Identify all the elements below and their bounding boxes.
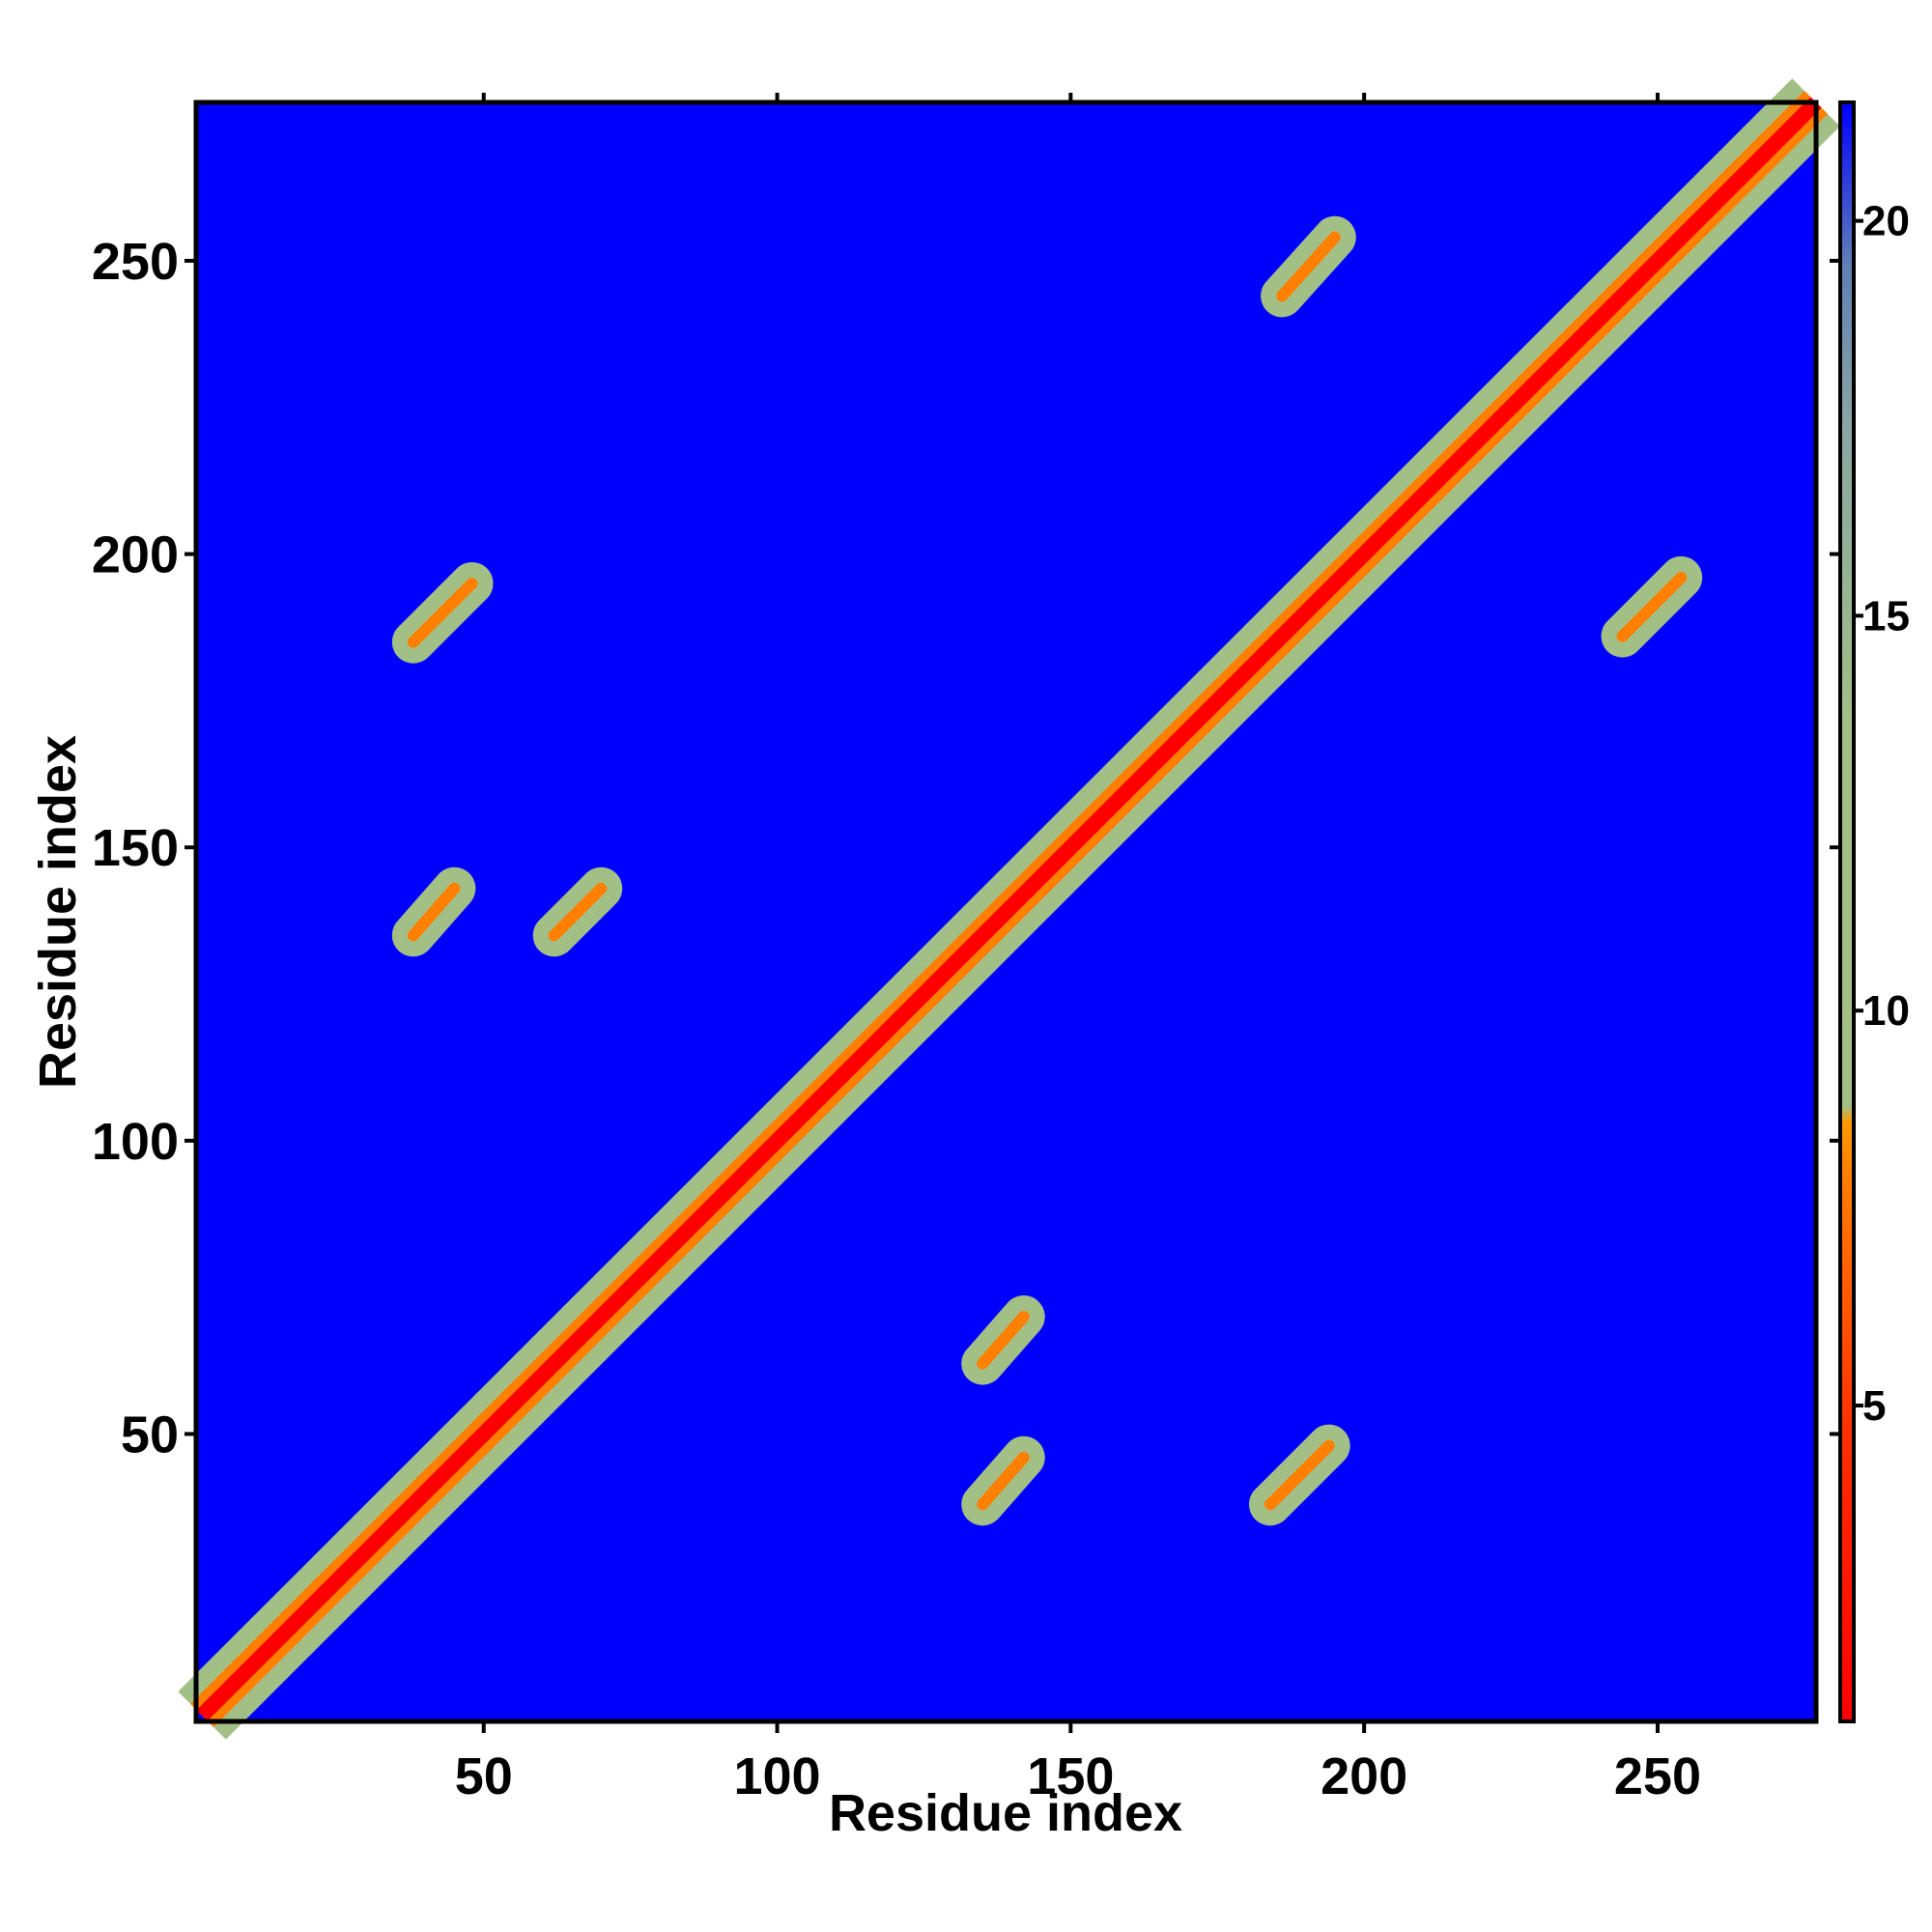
plot-frame [193, 99, 1819, 1724]
y-axis-ticks: 50 100 150 200 250 [92, 233, 196, 1463]
x-tick-label: 150 [1027, 1747, 1114, 1805]
colorbar-ticks: 5 10 15 20 [1830, 198, 1910, 1436]
x-axis-ticks: 50 100 150 200 250 [455, 93, 1701, 1805]
colorbar-gradient [1840, 102, 1854, 1721]
contact-band [1264, 1439, 1335, 1511]
y-tick-label: 50 [121, 1406, 179, 1463]
colorbar: 5 10 15 20 [1830, 100, 1910, 1723]
x-tick-label: 250 [1614, 1747, 1701, 1805]
contact-map-heatmap [178, 78, 1840, 1740]
contact-band [1616, 571, 1688, 642]
x-tick-label: 100 [733, 1747, 820, 1805]
colorbar-frame [1838, 100, 1856, 1723]
y-tick-label: 150 [92, 819, 179, 877]
y-tick-label: 100 [92, 1113, 179, 1171]
x-tick-label: 50 [455, 1747, 513, 1805]
contact-band [977, 1311, 1030, 1370]
contact-band [1276, 231, 1341, 302]
colorbar-tick-label: 5 [1862, 1382, 1886, 1430]
contact-band [407, 577, 478, 648]
diagonal-band-core [196, 97, 1822, 1721]
y-tick-label: 200 [92, 526, 179, 584]
colorbar-tick-label: 15 [1862, 592, 1910, 639]
colorbar-tick-label: 20 [1862, 198, 1910, 245]
contact-band [548, 882, 608, 942]
contact-bands [178, 78, 1840, 1740]
x-tick-label: 200 [1321, 1747, 1407, 1805]
y-axis-title: Residue index [29, 735, 87, 1089]
contact-band [977, 1451, 1030, 1511]
contact-band [407, 882, 461, 942]
x-axis-title: Residue index [829, 1784, 1182, 1842]
colorbar-tick-label: 10 [1862, 987, 1910, 1035]
y-tick-label: 250 [92, 233, 179, 291]
